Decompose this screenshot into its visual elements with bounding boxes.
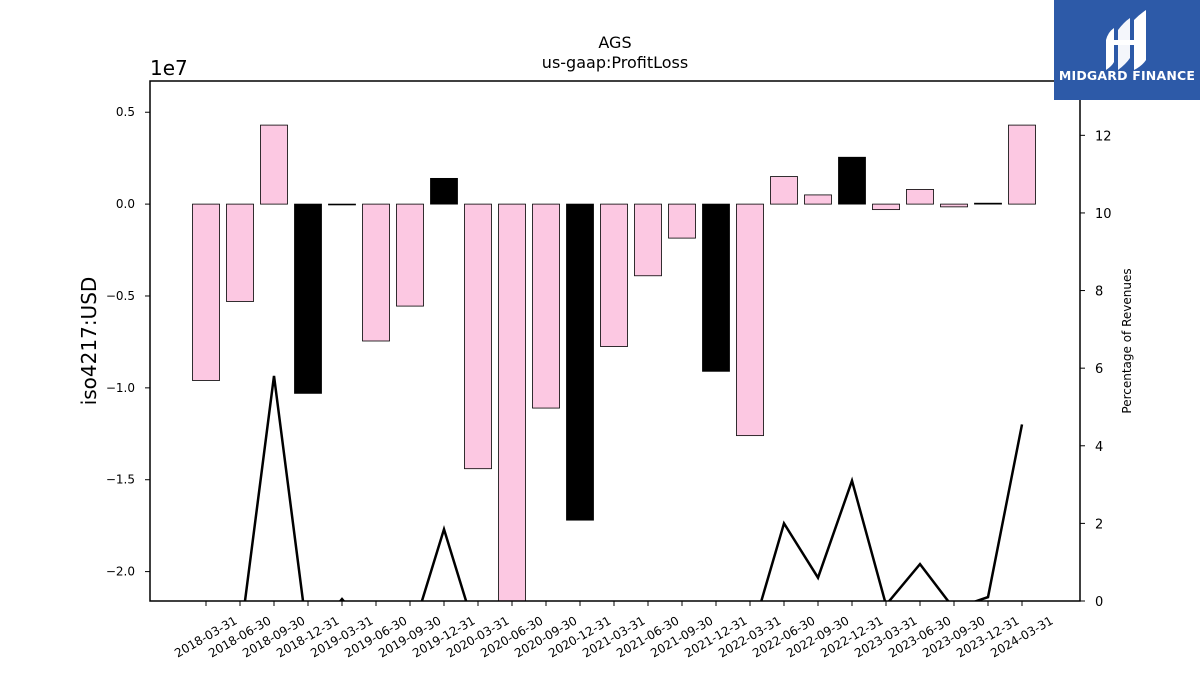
bar-2023-09-30 [940,203,968,208]
y-tick-label: −0.5 [106,289,135,303]
y2-tick-label: 4 [1095,440,1103,455]
bar-2023-12-31 [974,202,1002,205]
chart-subtitle: us-gaap:ProfitLoss [542,53,688,72]
logo-text: MIDGARD FINANCE [1058,68,1196,83]
bar-2022-12-31 [838,156,866,205]
bar-2021-09-30 [668,203,696,239]
y-scale-label: 1e7 [150,56,188,80]
y2-tick-label: 8 [1095,285,1103,300]
logo-mark-icon [1106,10,1146,70]
y2-tick-label: 2 [1095,517,1103,532]
bar-2020-09-30 [532,203,560,409]
y-tick-label: 0.5 [116,105,135,119]
bar-2020-12-31 [566,203,594,521]
bar-2018-06-30 [226,203,254,302]
y-tick-label: 0.0 [116,197,135,211]
y2-tick-label: 6 [1095,362,1103,377]
bar-2019-12-31 [430,177,458,205]
plot-frame [149,80,1081,602]
bar-2022-09-30 [804,194,832,205]
bar-2020-03-31 [464,203,492,470]
bar-2021-06-30 [634,203,662,277]
bar-2022-03-31 [736,203,764,437]
bar-2018-09-30 [260,124,288,205]
y-axis-label: iso4217:USD [77,277,101,406]
bar-2023-06-30 [906,189,934,205]
bar-2020-06-30 [498,203,526,601]
bar-2021-12-31 [702,203,730,372]
y2-tick-label: 0 [1095,595,1103,610]
bar-2018-12-31 [294,203,322,394]
chart-title: AGS [598,33,631,52]
bar-2024-03-31 [1008,124,1036,205]
bar-2019-06-30 [362,203,390,342]
y2-axis-label: Percentage of Revenues [1120,268,1134,413]
y2-tick-label: 10 [1095,207,1112,222]
percentage-of-revenues-line [243,375,1024,601]
bar-2018-03-31 [192,203,220,381]
y-tick-label: −1.0 [106,381,135,395]
y-tick-label: −2.0 [106,565,135,579]
axes-layer: 0.50.0−0.5−1.0−1.5−2.00246810122018-03-3… [106,80,1112,660]
y2-tick-label: 12 [1095,129,1112,144]
bars-layer [192,124,1036,601]
brand-logo: MIDGARD FINANCE [1054,0,1200,100]
bar-2019-09-30 [396,203,424,307]
bar-2019-03-31 [328,203,356,206]
bar-2021-03-31 [600,203,628,347]
y-tick-label: −1.5 [106,473,135,487]
bar-2022-06-30 [770,176,798,205]
line-layer [243,375,1024,601]
bar-2023-03-31 [872,203,900,211]
